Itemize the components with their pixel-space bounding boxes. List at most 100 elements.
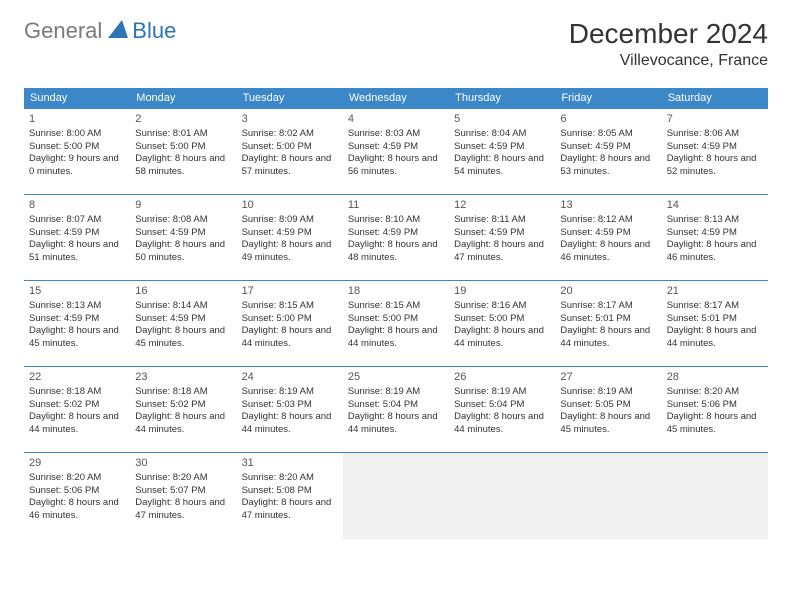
- day-cell: 12Sunrise: 8:11 AMSunset: 4:59 PMDayligh…: [449, 195, 555, 281]
- daylight-line: Daylight: 8 hours and 47 minutes.: [242, 497, 338, 523]
- sunrise-line: Sunrise: 8:02 AM: [242, 128, 338, 141]
- day-number: 15: [29, 284, 125, 299]
- sunrise-line: Sunrise: 8:14 AM: [135, 300, 231, 313]
- sunset-line: Sunset: 4:59 PM: [560, 141, 656, 154]
- daylight-line: Daylight: 8 hours and 49 minutes.: [242, 239, 338, 265]
- sunset-line: Sunset: 4:59 PM: [135, 313, 231, 326]
- week-row: 15Sunrise: 8:13 AM Sunset: 4:59 PM Dayligh…: [24, 281, 768, 367]
- day-header-friday: Friday: [555, 88, 661, 109]
- day-number: 20: [560, 284, 656, 299]
- day-cell: 7Sunrise: 8:06 AMSunset: 4:59 PMDaylight…: [662, 109, 768, 195]
- day-cell: 29Sunrise: 8:20 AMSunset: 5:06 PMDayligh…: [24, 453, 130, 539]
- daylight-line: Daylight: 8 hours and 44 minutes.: [348, 325, 444, 351]
- day-header-wednesday: Wednesday: [343, 88, 449, 109]
- daylight-line: Daylight: 8 hours and 52 minutes.: [667, 153, 763, 179]
- sunset-line: Sunset: 4:59 PM: [667, 141, 763, 154]
- day-cell: 11Sunrise: 8:10 AMSunset: 4:59 PMDayligh…: [343, 195, 449, 281]
- day-cell: 6Sunrise: 8:05 AMSunset: 4:59 PMDaylight…: [555, 109, 661, 195]
- daylight-line: Daylight: 8 hours and 44 minutes.: [667, 325, 763, 351]
- daylight-line: Daylight: 8 hours and 47 minutes.: [135, 497, 231, 523]
- day-number: 24: [242, 370, 338, 385]
- daylight-line: Daylight: 8 hours and 48 minutes.: [348, 239, 444, 265]
- calendar-table: SundayMondayTuesdayWednesdayThursdayFrid…: [24, 88, 768, 539]
- sunset-line: Sunset: 4:59 PM: [454, 227, 550, 240]
- daylight-line: Daylight: 8 hours and 44 minutes.: [135, 411, 231, 437]
- day-cell: 5Sunrise: 8:04 AMSunset: 4:59 PMDaylight…: [449, 109, 555, 195]
- day-number: 4: [348, 112, 444, 127]
- day-cell: 25Sunrise: 8:19 AMSunset: 5:04 PMDayligh…: [343, 367, 449, 453]
- sunrise-line: Sunrise: 8:06 AM: [667, 128, 763, 141]
- daylight-line: Daylight: 8 hours and 46 minutes.: [667, 239, 763, 265]
- daylight-line: Daylight: 8 hours and 54 minutes.: [454, 153, 550, 179]
- sunset-line: Sunset: 5:00 PM: [242, 141, 338, 154]
- sunset-line: Sunset: 4:59 PM: [348, 227, 444, 240]
- sunrise-line: Sunrise: 8:18 AM: [29, 386, 125, 399]
- sunrise-line: Sunrise: 8:15 AM: [242, 300, 338, 313]
- day-number: 12: [454, 198, 550, 213]
- daylight-line: Daylight: 8 hours and 58 minutes.: [135, 153, 231, 179]
- day-number: 21: [667, 284, 763, 299]
- day-cell: 8Sunrise: 8:07 AMSunset: 4:59 PMDaylight…: [24, 195, 130, 281]
- day-header-sunday: Sunday: [24, 88, 130, 109]
- sunrise-line: Sunrise: 8:09 AM: [242, 214, 338, 227]
- sunset-line: Sunset: 4:59 PM: [29, 227, 125, 240]
- daylight-line: Daylight: 8 hours and 44 minutes.: [454, 411, 550, 437]
- sunset-line: Sunset: 5:01 PM: [667, 313, 763, 326]
- day-number: 31: [242, 456, 338, 471]
- sunrise-line: Sunrise: 8:13 AM: [29, 300, 125, 313]
- sunrise-line: Sunrise: 8:19 AM: [454, 386, 550, 399]
- sunset-line: Sunset: 4:59 PM: [454, 141, 550, 154]
- sunset-line: Sunset: 5:08 PM: [242, 485, 338, 498]
- logo-text-general: General: [24, 18, 102, 44]
- sunrise-line: Sunrise: 8:13 AM: [667, 214, 763, 227]
- day-number: 8: [29, 198, 125, 213]
- sunset-line: Sunset: 5:04 PM: [348, 399, 444, 412]
- daylight-line: Daylight: 8 hours and 44 minutes.: [242, 411, 338, 437]
- sunset-line: Sunset: 5:00 PM: [454, 313, 550, 326]
- day-number: 9: [135, 198, 231, 213]
- day-number: 14: [667, 198, 763, 213]
- day-header-monday: Monday: [130, 88, 236, 109]
- day-number: 10: [242, 198, 338, 213]
- day-cell: 16Sunrise: 8:14 AMSunset: 4:59 PMDayligh…: [130, 281, 236, 367]
- sunset-line: Sunset: 5:06 PM: [29, 485, 125, 498]
- empty-cell: [555, 453, 661, 539]
- sunrise-line: Sunrise: 8:20 AM: [29, 472, 125, 485]
- sunset-line: Sunset: 4:59 PM: [560, 227, 656, 240]
- day-cell: 9Sunrise: 8:08 AMSunset: 4:59 PMDaylight…: [130, 195, 236, 281]
- day-header-saturday: Saturday: [662, 88, 768, 109]
- daylight-line: Daylight: 8 hours and 46 minutes.: [29, 497, 125, 523]
- day-cell: 20Sunrise: 8:17 AMSunset: 5:01 PMDayligh…: [555, 281, 661, 367]
- sunrise-line: Sunrise: 8:05 AM: [560, 128, 656, 141]
- sunset-line: Sunset: 4:59 PM: [242, 227, 338, 240]
- empty-cell: [449, 453, 555, 539]
- day-cell: 27Sunrise: 8:19 AMSunset: 5:05 PMDayligh…: [555, 367, 661, 453]
- day-number: 7: [667, 112, 763, 127]
- location-label: Villevocance, France: [569, 52, 768, 70]
- sunset-line: Sunset: 5:00 PM: [29, 141, 125, 154]
- day-number: 26: [454, 370, 550, 385]
- day-cell: 21Sunrise: 8:17 AMSunset: 5:01 PMDayligh…: [662, 281, 768, 367]
- day-cell: 22Sunrise: 8:18 AMSunset: 5:02 PMDayligh…: [24, 367, 130, 453]
- day-number: 3: [242, 112, 338, 127]
- day-number: 1: [29, 112, 125, 127]
- daylight-line: Daylight: 8 hours and 45 minutes.: [667, 411, 763, 437]
- sunrise-line: Sunrise: 8:03 AM: [348, 128, 444, 141]
- sunrise-line: Sunrise: 8:20 AM: [667, 386, 763, 399]
- day-number: 27: [560, 370, 656, 385]
- day-number: 13: [560, 198, 656, 213]
- day-cell: 26Sunrise: 8:19 AMSunset: 5:04 PMDayligh…: [449, 367, 555, 453]
- day-number: 2: [135, 112, 231, 127]
- daylight-line: Daylight: 9 hours and 0 minutes.: [29, 153, 125, 179]
- logo-triangle-icon: [108, 20, 128, 43]
- month-title: December 2024: [569, 18, 768, 50]
- daylight-line: Daylight: 8 hours and 57 minutes.: [242, 153, 338, 179]
- sunset-line: Sunset: 5:03 PM: [242, 399, 338, 412]
- day-header-thursday: Thursday: [449, 88, 555, 109]
- calendar-body: 1Sunrise: 8:00 AMSunset: 5:00 PMDaylight…: [24, 109, 768, 539]
- day-cell: 15Sunrise: 8:13 AMSunset: 4:59 PMDayligh…: [24, 281, 130, 367]
- sunset-line: Sunset: 5:04 PM: [454, 399, 550, 412]
- day-cell: 24Sunrise: 8:19 AMSunset: 5:03 PMDayligh…: [237, 367, 343, 453]
- day-cell: 18Sunrise: 8:15 AMSunset: 5:00 PMDayligh…: [343, 281, 449, 367]
- sunset-line: Sunset: 5:00 PM: [242, 313, 338, 326]
